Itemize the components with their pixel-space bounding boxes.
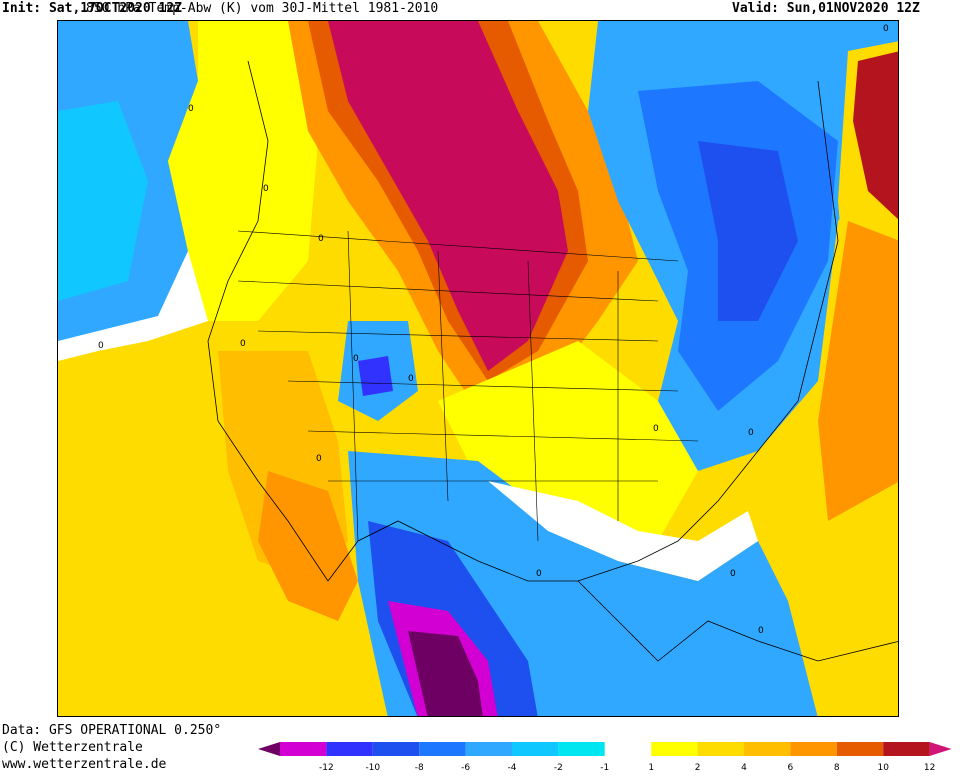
contour-label: 0 — [263, 184, 269, 194]
contour-label: 0 — [98, 341, 104, 351]
legend-high-arrow — [929, 742, 952, 756]
chart-title: 850 hPa Temp-Abw (K) vom 30J-Mittel 1981… — [86, 1, 439, 16]
legend-tick-label: -6 — [461, 763, 470, 773]
legend-tick-label: 4 — [741, 763, 747, 773]
legend-color-box — [651, 742, 698, 756]
contour-label: 0 — [240, 339, 246, 349]
state-borders — [237, 230, 699, 542]
contour-label: 0 — [188, 104, 194, 114]
legend-tick-label: 6 — [788, 763, 794, 773]
legend-color-box — [280, 742, 327, 756]
contour-label: 0 — [758, 626, 764, 636]
legend-color-box — [465, 742, 512, 756]
legend-low-arrow — [258, 742, 280, 756]
central-warm-core — [328, 21, 568, 371]
legend-color-box — [790, 742, 837, 756]
legend-color-box — [697, 742, 744, 756]
legend-color-box — [372, 742, 420, 756]
legend-tick-labels: -12 -10 -8 -6 -4 -2 -1 1 2 4 6 8 10 12 — [319, 763, 935, 773]
legend-tick-label: 12 — [924, 763, 935, 773]
contour-label: 0 — [653, 424, 659, 434]
legend-color-box — [836, 742, 884, 756]
data-source-credit: Data: GFS OPERATIONAL 0.250° — [2, 723, 222, 738]
legend-color-box — [326, 742, 373, 756]
legend-tick-label: -4 — [508, 763, 517, 773]
contour-label: 0 — [316, 454, 322, 464]
init-label: Init: Sat,17OCT2020 12Z — [2, 1, 183, 16]
contour-label: 0 — [748, 428, 754, 438]
legend-tick-label: -12 — [319, 763, 334, 773]
east-cold-core — [698, 141, 798, 321]
valid-label: Valid: Sun,01NOV2020 12Z — [732, 1, 920, 16]
legend-color-boxes — [258, 742, 952, 756]
legend-tick-label: -1 — [600, 763, 609, 773]
contour-label: 0 — [408, 374, 414, 384]
legend-tick-label: -10 — [365, 763, 380, 773]
atlantic-warm-mid — [818, 221, 898, 521]
west-yellow-band — [168, 21, 318, 321]
legend-tick-label: 8 — [834, 763, 840, 773]
color-legend: -12 -10 -8 -6 -4 -2 -1 1 2 4 6 8 10 12 — [258, 742, 952, 773]
atlantic-hot-core — [853, 51, 898, 220]
contour-labels: 0 0 0 0 0 0 0 0 0 0 0 0 0 0 — [98, 24, 889, 636]
legend-color-box — [604, 742, 652, 756]
atlantic-warm-area — [748, 41, 898, 716]
coastlines — [207, 60, 898, 662]
website-credit: www.wetterzentrale.de — [2, 757, 167, 772]
legend-tick-label: 2 — [695, 763, 701, 773]
baja-warm-area — [258, 471, 358, 621]
pacific-cool-core — [58, 101, 148, 301]
legend-tick-label: -8 — [415, 763, 424, 773]
gulf-neutral-band — [488, 481, 758, 581]
legend-tick-label: -2 — [554, 763, 563, 773]
rockies-cold-core — [358, 356, 393, 396]
contour-label: 0 — [883, 24, 889, 34]
copyright-credit: (C) Wetterzentrale — [2, 740, 143, 755]
legend-color-box — [744, 742, 791, 756]
temperature-anomaly-map: 0 0 0 0 0 0 0 0 0 0 0 0 0 0 — [57, 20, 899, 717]
contour-label: 0 — [536, 569, 542, 579]
pacific-neutral-band — [58, 251, 228, 361]
legend-color-box — [883, 742, 930, 756]
legend-tick-label: 10 — [877, 763, 889, 773]
legend-color-box — [558, 742, 605, 756]
legend-tick-label: 1 — [648, 763, 654, 773]
contour-label: 0 — [318, 234, 324, 244]
legend-color-box — [419, 742, 466, 756]
contour-label: 0 — [730, 569, 736, 579]
mexico-extreme-cold-core — [408, 631, 483, 716]
legend-color-box — [512, 742, 559, 756]
contour-label: 0 — [353, 354, 359, 364]
